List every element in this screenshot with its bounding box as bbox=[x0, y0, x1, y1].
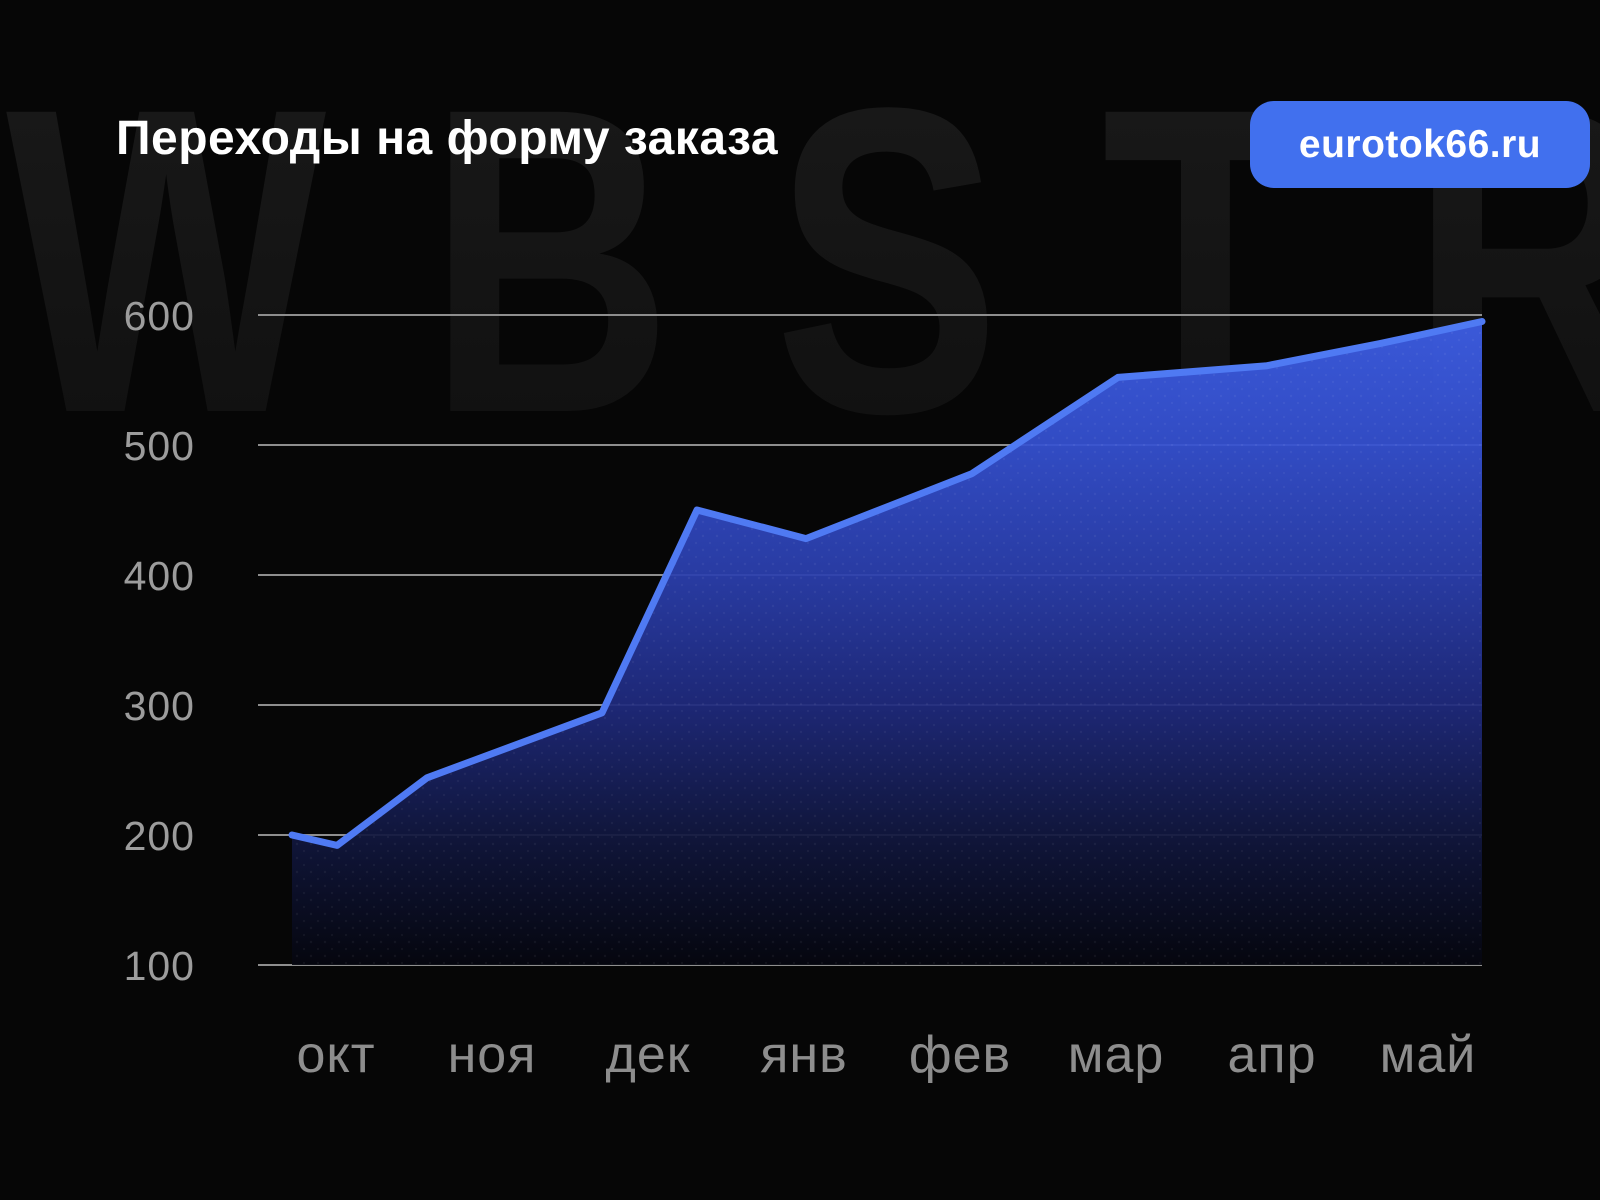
y-axis-label-400: 400 bbox=[124, 553, 195, 599]
y-axis-label-500: 500 bbox=[124, 423, 195, 469]
y-axis-label-300: 300 bbox=[124, 683, 195, 729]
page-title: Переходы на форму заказа bbox=[116, 112, 779, 165]
x-axis-label-ноя: ноя bbox=[448, 1026, 537, 1084]
x-axis-label-фев: фев bbox=[909, 1026, 1011, 1084]
site-badge-label: eurotok66.ru bbox=[1298, 122, 1542, 166]
y-axis-label-200: 200 bbox=[124, 813, 195, 859]
y-axis-label-600: 600 bbox=[124, 293, 195, 339]
x-axis-label-мар: мар bbox=[1068, 1026, 1165, 1084]
x-axis-label-апр: апр bbox=[1228, 1026, 1317, 1084]
y-axis-labels: 600 500 400 300 200 100 bbox=[124, 293, 195, 989]
site-badge[interactable]: eurotok66.ru bbox=[1250, 101, 1590, 188]
y-axis-label-100: 100 bbox=[124, 943, 195, 989]
x-axis-label-окт: окт bbox=[296, 1026, 375, 1084]
x-axis-label-май: май bbox=[1380, 1026, 1477, 1084]
x-axis-label-дек: дек bbox=[605, 1026, 690, 1084]
x-axis-labels: окт ноя дек янв фев мар апр май bbox=[296, 1026, 1477, 1084]
x-axis-label-янв: янв bbox=[760, 1026, 848, 1084]
series-line bbox=[288, 318, 1486, 849]
